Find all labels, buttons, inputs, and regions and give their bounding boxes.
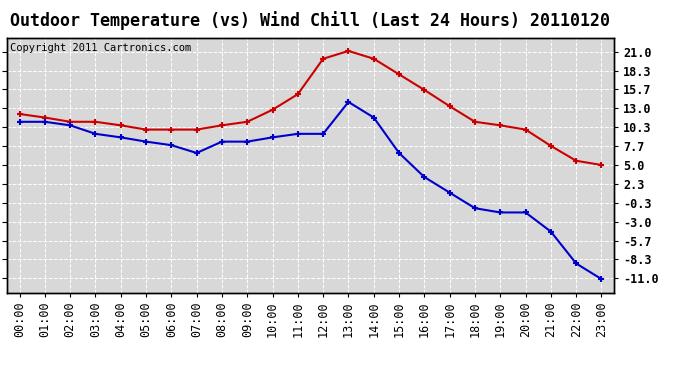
Text: Outdoor Temperature (vs) Wind Chill (Last 24 Hours) 20110120: Outdoor Temperature (vs) Wind Chill (Las…: [10, 11, 611, 30]
Text: Copyright 2011 Cartronics.com: Copyright 2011 Cartronics.com: [10, 43, 191, 52]
